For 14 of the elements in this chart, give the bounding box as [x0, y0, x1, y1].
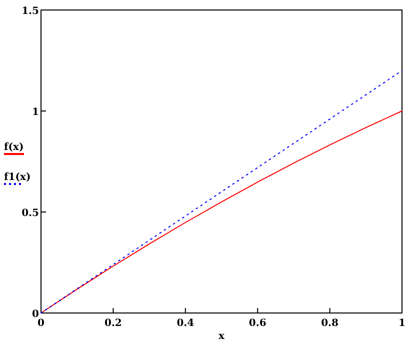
legend-label: f(x): [4, 142, 24, 153]
y-tick-label: 0: [32, 309, 40, 320]
y-tick-label: 0.5: [22, 208, 40, 219]
line-series: [40, 110, 402, 314]
legend-label: f1(x): [4, 172, 31, 183]
x-tick-label: 0.2: [104, 318, 122, 329]
line-series: [40, 70, 402, 314]
y-tick-label: 1: [32, 107, 39, 118]
x-tick-label: 0.4: [176, 318, 194, 329]
x-tick-label: 0.6: [248, 318, 266, 329]
x-tick-label: 1: [398, 318, 406, 329]
y-tick-label: 1.5: [22, 6, 40, 17]
x-tick-label: 0.8: [321, 318, 339, 329]
x-axis-title: x: [218, 331, 226, 342]
